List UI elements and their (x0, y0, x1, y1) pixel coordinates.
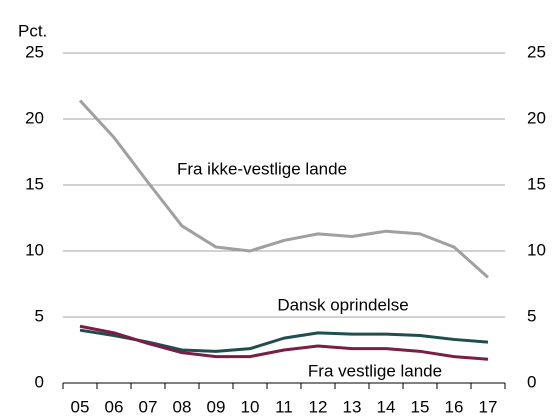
y-tick-label: 15 (25, 174, 44, 193)
x-tick-label: 16 (445, 397, 464, 416)
x-tick-label: 14 (377, 397, 396, 416)
y2-tick-label: 25 (527, 42, 546, 61)
y-tick-label: 0 (35, 372, 44, 391)
series-line (79, 324, 489, 361)
x-tick-label: 05 (71, 397, 90, 416)
y2-tick-label: 15 (527, 174, 546, 193)
x-tick-label: 12 (309, 397, 328, 416)
x-tick-label: 15 (411, 397, 430, 416)
series-label: Fra ikke-vestlige lande (177, 159, 347, 178)
x-tick-label: 09 (207, 397, 226, 416)
x-tick-label: 10 (241, 397, 260, 416)
x-tick-label: 06 (105, 397, 124, 416)
y-tick-label: 5 (35, 306, 44, 325)
x-tick-label: 11 (275, 397, 293, 416)
series-label: Fra vestlige lande (308, 361, 442, 380)
y2-tick-label: 20 (527, 108, 546, 127)
series-line (78, 99, 489, 279)
y2-tick-label: 0 (527, 372, 536, 391)
y-axis-label: Pct. (18, 21, 47, 40)
x-tick-label: 08 (173, 397, 192, 416)
x-tick-label: 07 (139, 397, 158, 416)
series-label: Dansk oprindelse (277, 295, 408, 314)
y2-tick-label: 10 (527, 240, 546, 259)
y-tick-label: 20 (25, 108, 44, 127)
x-tick-label: 17 (479, 397, 498, 416)
x-tick-label: 13 (343, 397, 362, 416)
y-tick-label: 25 (25, 42, 44, 61)
y2-tick-label: 5 (527, 306, 536, 325)
y-tick-label: 10 (25, 240, 44, 259)
